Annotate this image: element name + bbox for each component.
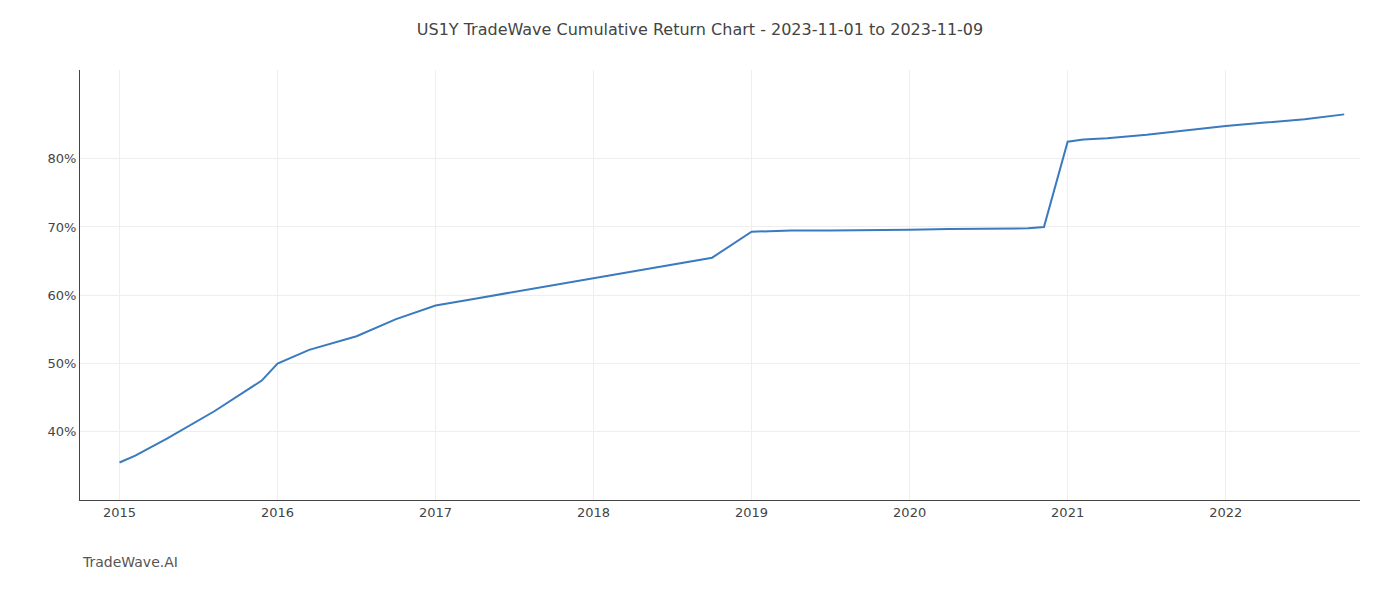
svg-text:2022: 2022 — [1209, 505, 1242, 520]
svg-text:2015: 2015 — [103, 505, 136, 520]
svg-text:50%: 50% — [47, 356, 76, 371]
svg-text:TradeWave.AI: TradeWave.AI — [82, 554, 178, 570]
svg-text:60%: 60% — [47, 288, 76, 303]
svg-text:2020: 2020 — [893, 505, 926, 520]
svg-text:2018: 2018 — [577, 505, 610, 520]
svg-text:2019: 2019 — [735, 505, 768, 520]
svg-text:80%: 80% — [47, 151, 76, 166]
svg-text:US1Y TradeWave Cumulative Retu: US1Y TradeWave Cumulative Return Chart -… — [417, 20, 983, 39]
svg-text:2017: 2017 — [419, 505, 452, 520]
svg-text:40%: 40% — [47, 424, 76, 439]
svg-text:70%: 70% — [47, 220, 76, 235]
svg-text:2021: 2021 — [1051, 505, 1084, 520]
svg-text:2016: 2016 — [261, 505, 294, 520]
